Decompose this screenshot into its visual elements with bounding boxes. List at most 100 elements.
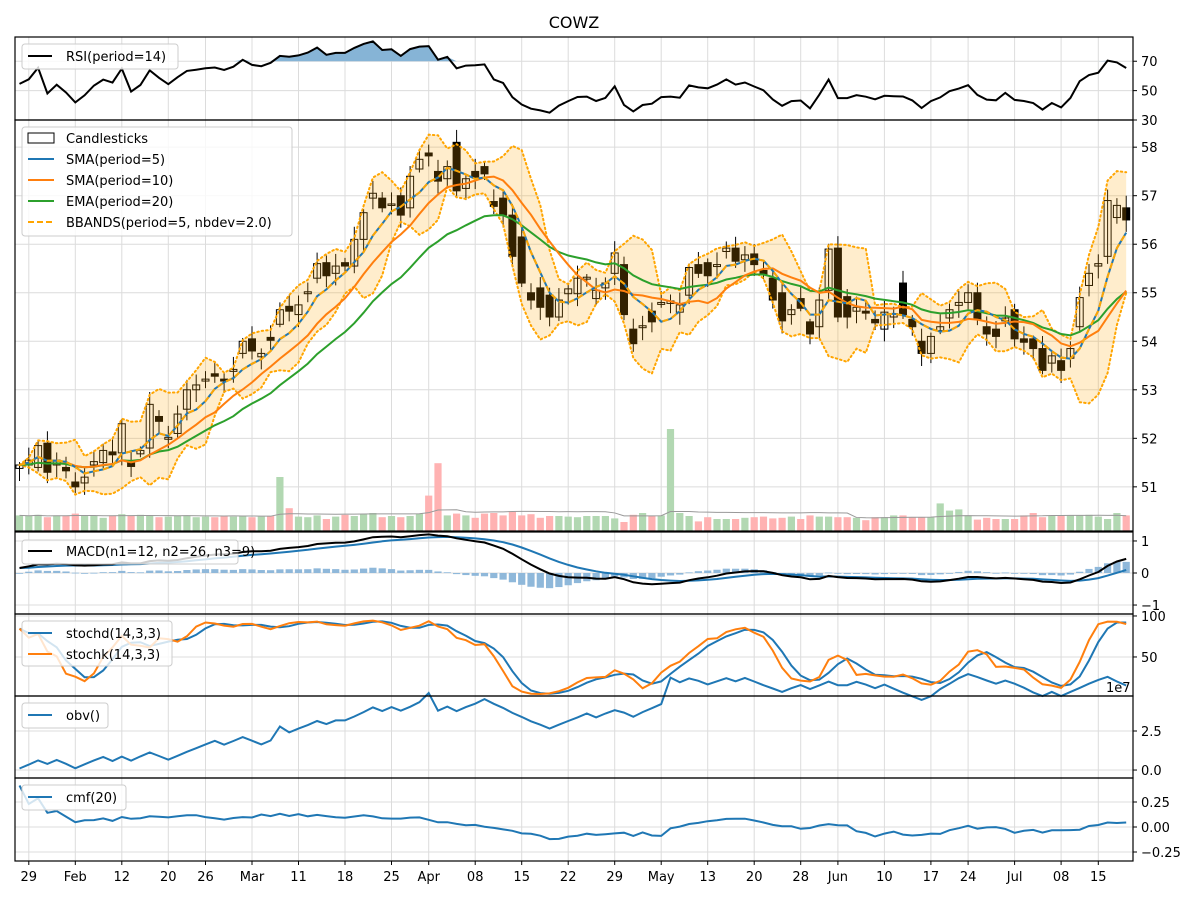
x-tick-label: 25	[383, 870, 400, 885]
volume-bar	[1094, 516, 1102, 531]
macd-histogram-bar	[174, 571, 182, 573]
volume-bar	[592, 516, 600, 531]
macd-histogram-bar	[471, 573, 479, 576]
macd-histogram-bar	[53, 570, 61, 573]
candle-up	[294, 304, 303, 316]
main-y-tick-label: 51	[1141, 481, 1158, 496]
volume-bar	[136, 514, 144, 531]
volume-bar	[676, 513, 684, 531]
volume-bar	[490, 513, 498, 531]
volume-bar	[806, 515, 814, 531]
candle-up	[406, 175, 415, 209]
volume-bar	[211, 517, 219, 531]
x-tick-label: 28	[792, 870, 809, 885]
candle-down	[1038, 348, 1047, 371]
macd-histogram-bar	[1001, 572, 1009, 574]
macd-histogram-bar	[834, 573, 842, 574]
macd-histogram-bar	[155, 570, 163, 573]
volume-bar	[239, 516, 247, 531]
macd-histogram-bar	[360, 568, 368, 573]
volume-bar	[871, 517, 879, 531]
macd-histogram-bar	[592, 573, 600, 581]
candle-down	[471, 170, 480, 178]
macd-histogram-bar	[1122, 561, 1130, 573]
macd-histogram-bar	[480, 573, 489, 577]
candle-up	[303, 291, 312, 295]
candle-down	[833, 247, 842, 318]
volume-bar	[527, 514, 535, 531]
macd-histogram-bar	[527, 573, 535, 587]
volume-bar	[294, 516, 303, 531]
macd-legend-label: MACD(n1=12, n2=26, n3=9)	[66, 545, 255, 560]
candle-up	[954, 301, 963, 306]
candle-down	[248, 338, 256, 352]
volume-average-line	[19, 509, 1127, 519]
candle-down	[71, 481, 80, 488]
volume-bar	[220, 516, 228, 531]
volume-bar	[1048, 515, 1056, 531]
candle-up	[926, 335, 935, 354]
volume-bar	[313, 515, 321, 531]
x-tick-label: 29	[21, 870, 38, 885]
volume-bar	[248, 517, 256, 531]
macd-histogram-bar	[945, 573, 954, 574]
macd-histogram-bar	[648, 573, 656, 579]
volume-bar	[797, 519, 805, 531]
macd-histogram-bar	[322, 568, 330, 573]
candle-down	[378, 197, 387, 209]
candle-down	[629, 328, 638, 345]
main-y-tick-label: 57	[1141, 190, 1158, 205]
candle-up	[787, 309, 796, 316]
candle-up	[229, 368, 238, 372]
macd-histogram-bar	[304, 569, 312, 573]
candle-down	[536, 287, 545, 308]
rsi-legend: RSI(period=14)	[21, 43, 179, 70]
volume-bar	[815, 516, 823, 531]
x-tick-label: Mar	[240, 870, 265, 885]
x-tick-label: 08	[1053, 870, 1070, 885]
volume-bar	[1057, 515, 1065, 531]
candle-up	[638, 325, 647, 329]
macd-histogram-bar	[676, 573, 684, 575]
bbands-upper-line	[18, 133, 1128, 466]
volume-bar	[787, 516, 795, 531]
volume-bar	[387, 516, 396, 531]
candle-down	[108, 451, 117, 456]
bbands-lower-line	[18, 185, 1128, 496]
macd-histogram-bar	[806, 573, 814, 577]
volume-bar	[778, 517, 786, 531]
volume-bar	[443, 515, 451, 531]
macd-histogram-bar	[732, 568, 740, 573]
volume-bar	[704, 517, 712, 531]
macd-histogram-bar	[1076, 571, 1084, 573]
candle-down	[768, 277, 777, 301]
x-tick-label: 24	[960, 870, 977, 885]
macd-histogram-bar	[25, 571, 33, 573]
macd-histogram-bar	[601, 573, 609, 579]
macd-histogram-bar	[1029, 573, 1037, 575]
chart-title: COWZ	[549, 13, 600, 32]
candle-down	[210, 373, 219, 377]
candle-up	[880, 311, 889, 330]
candle-up	[964, 292, 973, 303]
volume-bar	[825, 516, 833, 531]
macd-histogram-bar	[992, 572, 1000, 574]
main-legend: Candlesticks SMA(period=5) SMA(period=10…	[21, 126, 293, 237]
volume-bar	[666, 429, 675, 531]
volume-bar	[499, 515, 507, 531]
main-y-tick-label: 53	[1141, 384, 1158, 399]
volume-bar	[257, 516, 265, 531]
macd-histogram-bar	[387, 569, 396, 573]
candle-down	[452, 141, 461, 192]
volume-bar	[434, 463, 442, 531]
macd-histogram-bar	[722, 568, 730, 573]
macd-histogram-bar	[62, 571, 70, 573]
macd-histogram-bar	[146, 570, 154, 573]
obv-legend: obv()	[21, 702, 109, 729]
volume-bar	[769, 518, 777, 531]
volume-bar	[546, 516, 554, 531]
macd-histogram-bar	[229, 569, 237, 573]
main-y-tick-label: 58	[1141, 141, 1158, 156]
macd-histogram-bar	[34, 570, 42, 573]
volume-bar	[862, 520, 870, 531]
